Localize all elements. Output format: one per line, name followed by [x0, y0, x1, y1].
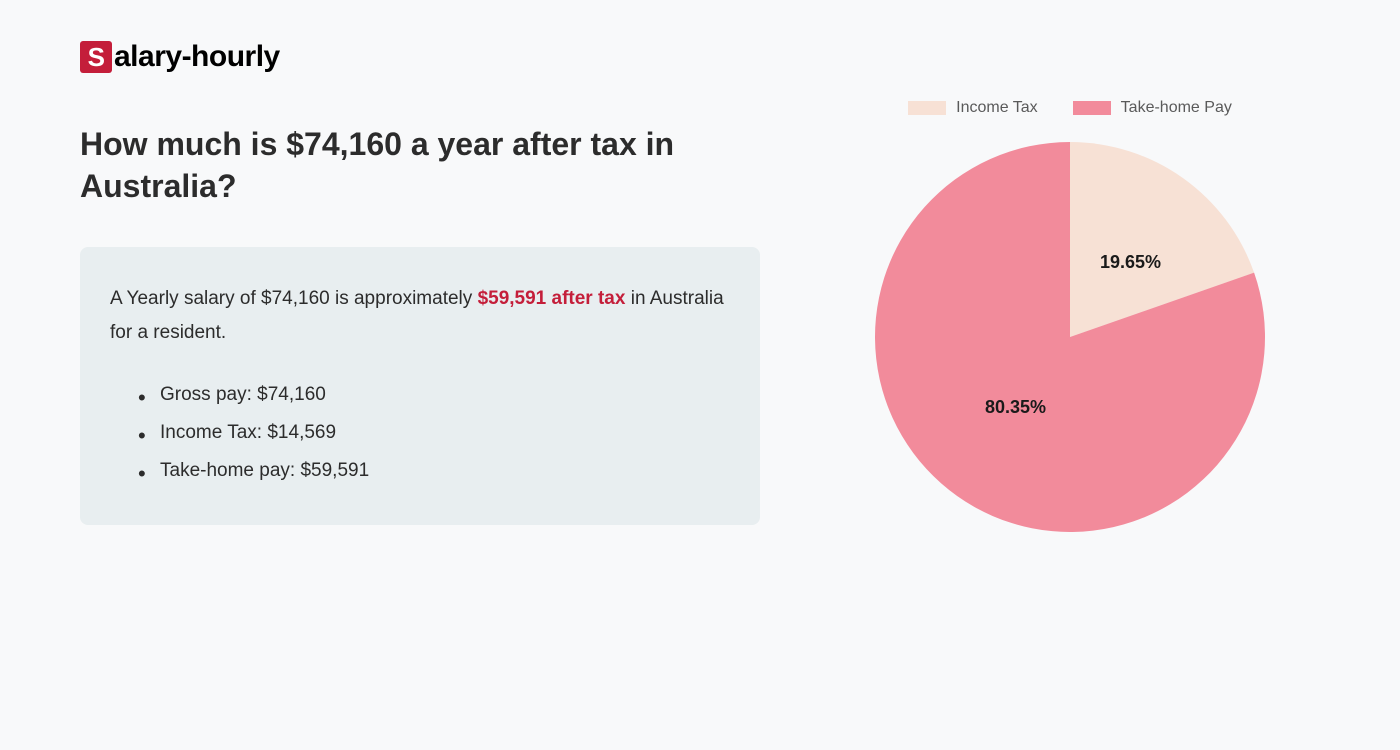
legend-label: Take-home Pay — [1121, 99, 1232, 117]
main-content: How much is $74,160 a year after tax in … — [80, 124, 1320, 532]
summary-highlight: $59,591 after tax — [478, 288, 626, 309]
list-item: Take-home pay: $59,591 — [160, 452, 730, 490]
pie-slice-label: 19.65% — [1100, 252, 1161, 273]
legend-item-income-tax: Income Tax — [908, 99, 1038, 117]
summary-prefix: A Yearly salary of $74,160 is approximat… — [110, 288, 478, 309]
pie-slice-label: 80.35% — [985, 397, 1046, 418]
site-logo: Salary-hourly — [80, 40, 1320, 74]
chart-column: Income Tax Take-home Pay 19.65% 80.35% — [860, 99, 1280, 532]
summary-text: A Yearly salary of $74,160 is approximat… — [110, 282, 730, 350]
logo-text: alary-hourly — [114, 40, 280, 74]
breakdown-list: Gross pay: $74,160 Income Tax: $14,569 T… — [110, 376, 730, 490]
pie-chart: 19.65% 80.35% — [875, 142, 1265, 532]
page-title: How much is $74,160 a year after tax in … — [80, 124, 760, 207]
summary-box: A Yearly salary of $74,160 is approximat… — [80, 247, 760, 524]
pie-legend: Income Tax Take-home Pay — [908, 99, 1232, 117]
list-item: Income Tax: $14,569 — [160, 414, 730, 452]
logo-icon: S — [80, 41, 112, 73]
legend-label: Income Tax — [956, 99, 1038, 117]
text-column: How much is $74,160 a year after tax in … — [80, 124, 760, 532]
legend-swatch — [908, 101, 946, 115]
list-item: Gross pay: $74,160 — [160, 376, 730, 414]
pie-svg — [875, 142, 1265, 532]
legend-swatch — [1073, 101, 1111, 115]
legend-item-take-home: Take-home Pay — [1073, 99, 1232, 117]
